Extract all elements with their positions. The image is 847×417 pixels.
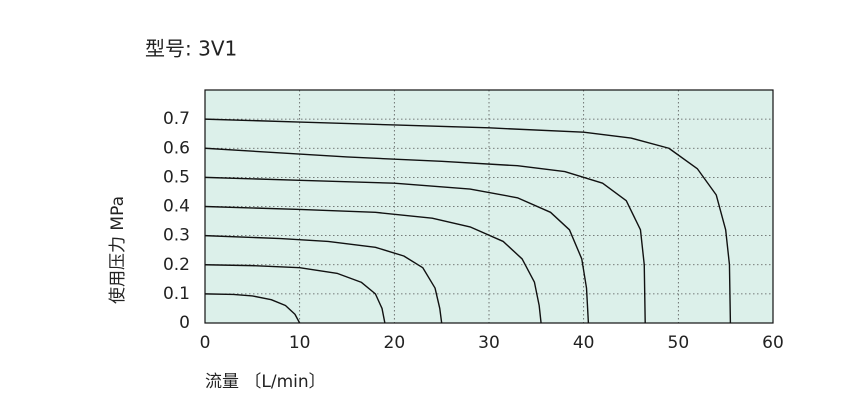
x-tick-label: 30 bbox=[478, 333, 500, 353]
y-tick-label: 0.4 bbox=[163, 197, 190, 217]
x-tick-label: 10 bbox=[289, 333, 311, 353]
x-tick-label: 0 bbox=[200, 333, 211, 353]
curve bbox=[204, 176, 590, 324]
y-tick-label: 0.2 bbox=[163, 255, 190, 275]
y-tick-label: 0.5 bbox=[163, 167, 190, 187]
x-tick-label: 60 bbox=[762, 333, 784, 353]
y-tick-label: 0.1 bbox=[163, 284, 190, 304]
x-axis-label: 流量 〔L/min〕 bbox=[205, 372, 326, 392]
curve bbox=[204, 205, 542, 324]
chart-title: 型号: 3V1 bbox=[145, 37, 237, 61]
curve bbox=[204, 293, 301, 324]
curve bbox=[204, 147, 646, 324]
y-tick-label: 0 bbox=[179, 313, 190, 333]
x-tick-label: 20 bbox=[384, 333, 406, 353]
curve bbox=[204, 118, 732, 324]
y-tick-label: 0.6 bbox=[163, 138, 190, 158]
y-tick-label: 0.7 bbox=[163, 109, 190, 129]
y-tick-label: 0.3 bbox=[163, 226, 190, 246]
x-tick-label: 50 bbox=[668, 333, 690, 353]
curve bbox=[204, 264, 386, 324]
x-tick-label: 40 bbox=[573, 333, 595, 353]
y-axis-label: 使用压力 MPa bbox=[107, 196, 128, 304]
curve bbox=[204, 234, 443, 324]
